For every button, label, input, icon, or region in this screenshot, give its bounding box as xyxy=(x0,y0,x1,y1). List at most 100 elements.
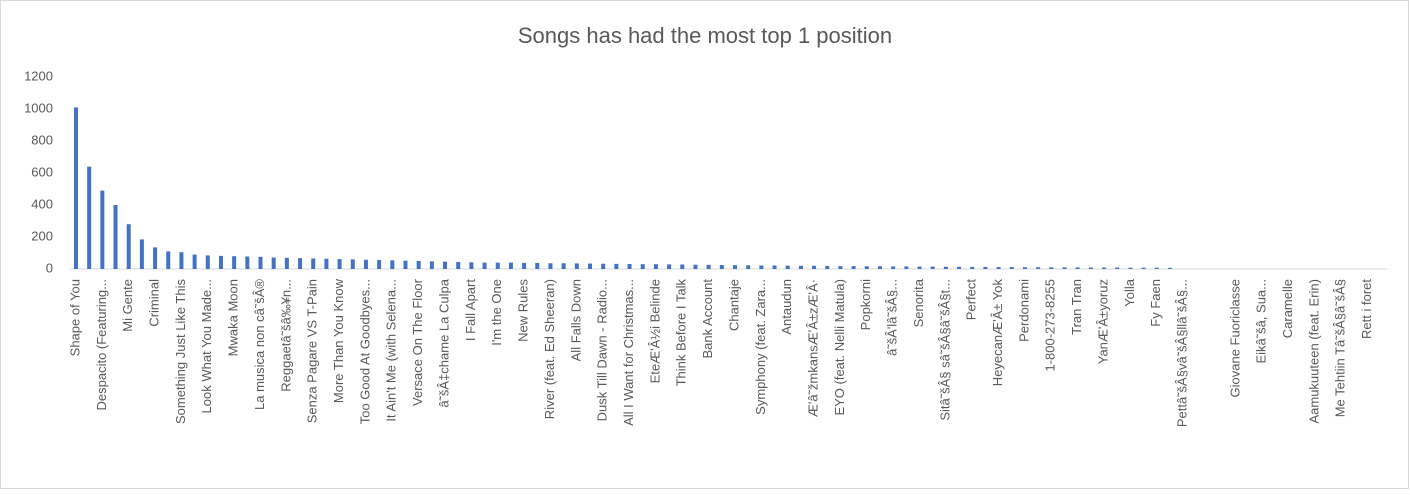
bar xyxy=(667,264,672,269)
y-tick-label: 0 xyxy=(46,260,53,275)
bar xyxy=(627,264,632,269)
y-tick-label: 800 xyxy=(31,132,53,147)
x-tick-label: Yolla xyxy=(1122,278,1137,306)
bar xyxy=(1154,267,1159,269)
bar xyxy=(1049,267,1054,269)
x-tick-label: Sitâ˜šÂ§ sâ˜šÂ§â˜šÂ§t... xyxy=(937,279,952,421)
bar xyxy=(245,256,250,269)
bar xyxy=(284,257,289,269)
x-tick-label: I Fall Apart xyxy=(463,279,478,342)
x-tick-label: More Than You Know xyxy=(331,278,346,403)
bar xyxy=(891,266,896,269)
x-tick-label: La musica non câ˜šÂ® xyxy=(252,279,267,410)
y-tick-label: 400 xyxy=(31,196,53,211)
x-tick-label: Antaudun xyxy=(779,279,794,335)
bar xyxy=(719,265,724,269)
bar xyxy=(429,261,434,269)
bar xyxy=(508,262,513,269)
bar xyxy=(390,260,395,269)
bar xyxy=(864,266,869,269)
bar xyxy=(1167,267,1172,269)
x-tick-label: Senza Pagare VS T-Pain xyxy=(305,279,320,423)
x-tick-label: Too Good At Goodbyes... xyxy=(357,279,372,424)
bar xyxy=(825,265,830,269)
bar xyxy=(640,264,645,269)
x-tick-label: Æ'â˜žmkansÆ'Â±zÆ'Â· xyxy=(806,279,821,417)
x-tick-label: â˜šÂ‡chame La Culpa xyxy=(436,278,451,407)
bar xyxy=(601,263,606,269)
bar xyxy=(877,266,882,269)
bar xyxy=(1128,267,1133,269)
bar xyxy=(574,263,579,269)
bar xyxy=(271,257,276,269)
x-tick-label: All Falls Down xyxy=(568,279,583,361)
x-tick-label: Giovane Fuoriclasse xyxy=(1227,279,1242,398)
x-tick-label: It Ain't Me (with Selena... xyxy=(384,279,399,422)
x-tick-label: Dusk Till Dawn - Radio... xyxy=(595,279,610,421)
x-tick-label: New Rules xyxy=(516,279,531,342)
bar xyxy=(917,266,922,269)
y-tick-label: 1000 xyxy=(24,100,53,115)
bar xyxy=(205,255,210,269)
x-tick-label: River (feat. Ed Sheeran) xyxy=(542,279,557,419)
x-tick-label: Popkorni xyxy=(858,279,873,330)
bar xyxy=(1088,267,1093,269)
x-tick-label: YanÆ'Â±yoruz xyxy=(1095,279,1110,364)
x-tick-label: All I Want for Christmas... xyxy=(621,279,636,426)
x-tick-label: Despacito (Featuring... xyxy=(94,279,109,411)
bar xyxy=(680,264,685,269)
bar xyxy=(403,260,408,269)
bar xyxy=(943,266,948,269)
x-tick-label: Perfect xyxy=(964,279,979,321)
x-tick-label: Think Before I Talk xyxy=(674,279,689,387)
bar xyxy=(324,258,329,269)
x-tick-label: Criminal xyxy=(147,279,162,327)
bar xyxy=(930,266,935,269)
bar xyxy=(258,256,263,269)
bar xyxy=(548,263,553,269)
bar xyxy=(232,256,237,269)
bar xyxy=(970,266,975,269)
x-tick-label: Rett i foret xyxy=(1359,279,1374,339)
bar xyxy=(311,258,316,269)
bar xyxy=(298,258,303,269)
x-tick-label: 1-800-273-8255 xyxy=(1043,279,1058,372)
bar xyxy=(218,255,223,269)
bar xyxy=(1009,267,1014,269)
bar xyxy=(772,265,777,269)
x-tick-label: EYO (feat. Nelli Matula) xyxy=(832,279,847,416)
bar xyxy=(732,265,737,269)
bar xyxy=(337,259,342,269)
x-tick-label: Something Just Like This xyxy=(173,279,188,424)
bar xyxy=(614,263,619,269)
bar xyxy=(588,263,593,269)
x-tick-label: Chantaje xyxy=(726,279,741,331)
x-tick-label: Mi Gente xyxy=(120,279,135,332)
x-tick-label: Senorita xyxy=(911,278,926,327)
x-tick-label: Reggaetâ˜šâ‰¥n... xyxy=(278,279,293,392)
bar xyxy=(746,265,751,269)
bar xyxy=(469,262,474,269)
x-tick-label: I'm the One xyxy=(489,279,504,346)
bar xyxy=(1102,267,1107,269)
bar xyxy=(179,252,184,269)
x-tick-label: Symphony (feat. Zara... xyxy=(753,279,768,415)
bar xyxy=(1075,267,1080,269)
bar xyxy=(535,262,540,269)
bar xyxy=(139,239,144,269)
bar xyxy=(166,251,171,269)
bar xyxy=(153,247,158,269)
bar xyxy=(73,107,78,270)
x-tick-label: Versace On The Floor xyxy=(410,278,425,406)
bar xyxy=(126,224,131,269)
x-tick-label: EteÆ'Â½i Belinde xyxy=(647,279,662,383)
x-tick-label: Mwaka Moon xyxy=(226,279,241,356)
bar xyxy=(653,264,658,269)
bar xyxy=(495,262,500,269)
x-tick-label: Bank Account xyxy=(700,279,715,359)
bar xyxy=(561,263,566,269)
bar xyxy=(113,205,118,269)
bar xyxy=(785,265,790,269)
